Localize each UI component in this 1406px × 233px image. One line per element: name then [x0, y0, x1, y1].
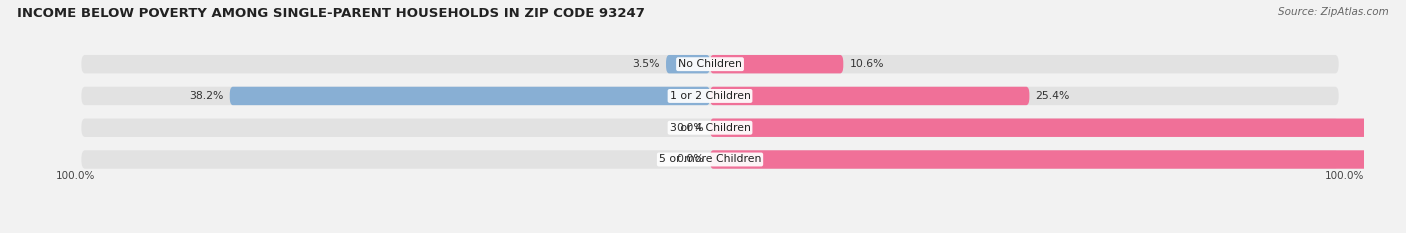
FancyBboxPatch shape: [710, 119, 1406, 137]
FancyBboxPatch shape: [82, 55, 1339, 73]
Text: 100.0%: 100.0%: [1324, 171, 1364, 181]
Text: 5 or more Children: 5 or more Children: [659, 154, 761, 164]
Legend: Single Father, Single Mother: Single Father, Single Mother: [606, 230, 814, 233]
Text: 0.0%: 0.0%: [676, 123, 704, 133]
Text: 1 or 2 Children: 1 or 2 Children: [669, 91, 751, 101]
Text: 10.6%: 10.6%: [849, 59, 884, 69]
Text: 3 or 4 Children: 3 or 4 Children: [669, 123, 751, 133]
FancyBboxPatch shape: [710, 150, 1406, 169]
Text: 100.0%: 100.0%: [56, 171, 96, 181]
FancyBboxPatch shape: [666, 55, 710, 73]
Text: 38.2%: 38.2%: [188, 91, 224, 101]
FancyBboxPatch shape: [710, 55, 844, 73]
FancyBboxPatch shape: [710, 87, 1029, 105]
Text: No Children: No Children: [678, 59, 742, 69]
FancyBboxPatch shape: [82, 119, 1339, 137]
FancyBboxPatch shape: [82, 87, 1339, 105]
Text: 25.4%: 25.4%: [1036, 91, 1070, 101]
FancyBboxPatch shape: [82, 150, 1339, 169]
Text: 0.0%: 0.0%: [676, 154, 704, 164]
Text: 3.5%: 3.5%: [633, 59, 659, 69]
FancyBboxPatch shape: [229, 87, 710, 105]
Text: INCOME BELOW POVERTY AMONG SINGLE-PARENT HOUSEHOLDS IN ZIP CODE 93247: INCOME BELOW POVERTY AMONG SINGLE-PARENT…: [17, 7, 645, 20]
Text: Source: ZipAtlas.com: Source: ZipAtlas.com: [1278, 7, 1389, 17]
